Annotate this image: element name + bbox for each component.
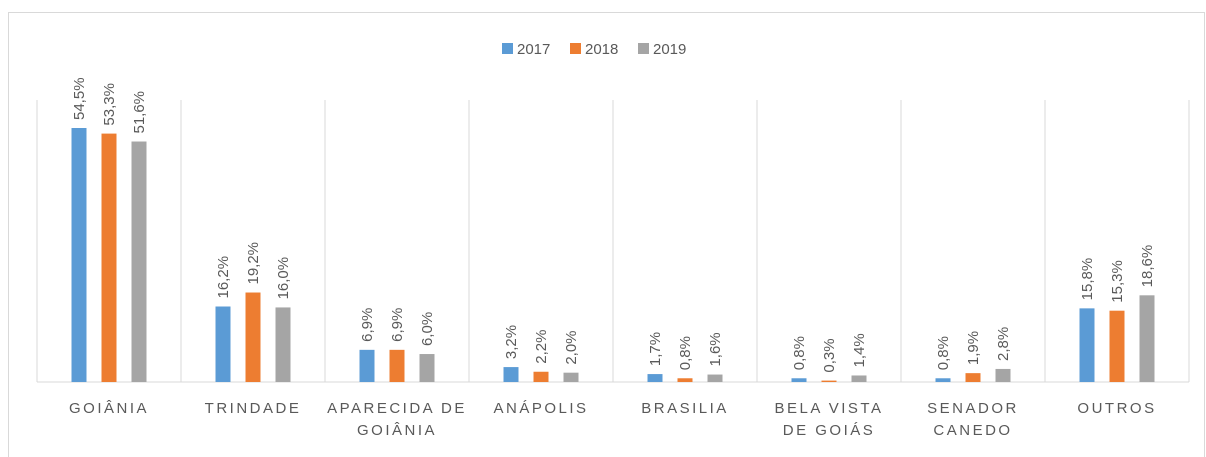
legend-swatch: [638, 43, 649, 54]
data-label: 6,0%: [419, 312, 436, 346]
data-label: 0,8%: [677, 336, 694, 370]
bar: [359, 349, 375, 382]
x-tick-label: GOIÂNIA: [68, 400, 149, 417]
bar: [215, 306, 231, 382]
x-tick-label: ANÁPOLIS: [493, 400, 589, 417]
bar: [707, 374, 723, 382]
bar: [851, 375, 867, 382]
x-tick-label: TRINDADE: [204, 400, 302, 417]
legend-label: 2019: [653, 41, 686, 58]
bar: [791, 378, 807, 382]
bar: [563, 372, 579, 382]
data-label: 2,8%: [995, 327, 1012, 361]
data-label: 1,4%: [851, 333, 868, 367]
bar: [245, 292, 261, 382]
data-label: 16,0%: [275, 257, 292, 300]
x-tick-label: BRASILIA: [641, 400, 729, 417]
data-label: 53,3%: [101, 83, 118, 126]
x-tick-label: BELA VISTA DE GOIÁS: [774, 400, 884, 439]
bar: [1139, 295, 1155, 382]
chart-frame: [8, 12, 1205, 457]
x-tick-label: OUTROS: [1077, 400, 1157, 417]
data-label: 2,0%: [563, 330, 580, 364]
bar: [1109, 310, 1125, 382]
bar: [71, 128, 87, 382]
data-label: 15,8%: [1079, 258, 1096, 301]
bar: [131, 141, 147, 382]
bar: [647, 374, 663, 382]
data-label: 6,9%: [389, 308, 406, 342]
data-label: 2,2%: [533, 330, 550, 364]
bar: [101, 133, 117, 382]
data-label: 16,2%: [215, 256, 232, 299]
bar: [821, 380, 837, 382]
bar: [275, 307, 291, 382]
data-label: 3,2%: [503, 325, 520, 359]
bar: [965, 373, 981, 382]
data-label: 0,3%: [821, 338, 838, 372]
data-label: 1,9%: [965, 331, 982, 365]
data-label: 6,9%: [359, 308, 376, 342]
x-tick-label: SENADOR CANEDO: [927, 400, 1019, 439]
bar: [677, 378, 693, 382]
data-label: 0,8%: [935, 336, 952, 370]
data-label: 19,2%: [245, 242, 262, 285]
legend-label: 2018: [585, 41, 618, 58]
bar: [533, 371, 549, 382]
x-tick-label: APARECIDA DE GOIÂNIA: [327, 400, 467, 439]
data-label: 0,8%: [791, 336, 808, 370]
bar: [503, 367, 519, 382]
data-label: 15,3%: [1109, 260, 1126, 303]
data-label: 18,6%: [1139, 245, 1156, 288]
data-label: 1,6%: [707, 332, 724, 366]
bar: [389, 349, 405, 382]
bar: [935, 378, 951, 382]
legend-swatch: [502, 43, 513, 54]
data-label: 51,6%: [131, 91, 148, 134]
data-label: 1,7%: [647, 332, 664, 366]
bar: [1079, 308, 1095, 382]
legend-swatch: [570, 43, 581, 54]
legend-label: 2017: [517, 41, 550, 58]
data-label: 54,5%: [71, 77, 88, 120]
bar: [419, 354, 435, 382]
bar: [995, 368, 1011, 382]
